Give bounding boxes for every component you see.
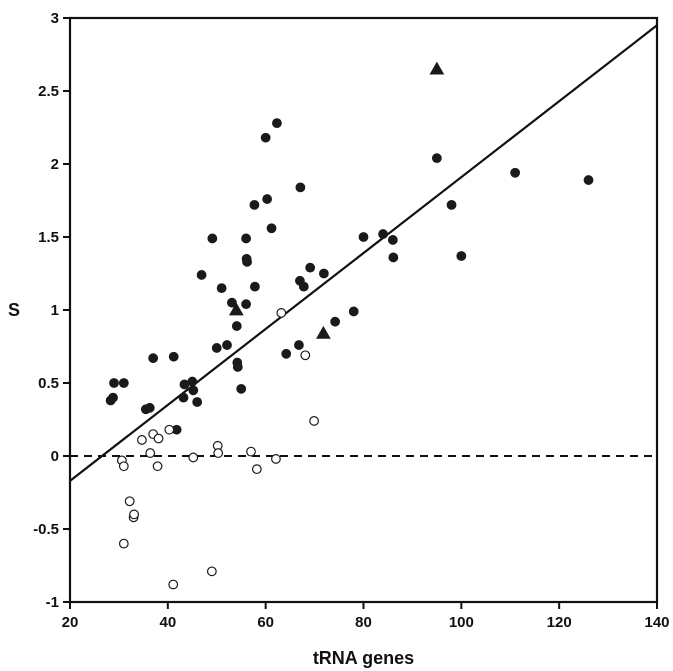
filled-data-point [118, 378, 129, 388]
filled-data-point [583, 175, 594, 185]
x-tick-label: 60 [257, 614, 274, 631]
y-tick-label: 3 [51, 10, 59, 27]
filled-data-point [222, 340, 232, 350]
filled-data-point [456, 251, 467, 261]
filled-data-point [281, 348, 292, 359]
filled-data-point [236, 383, 247, 394]
open-data-point [206, 566, 217, 577]
filled-data-point [148, 353, 159, 364]
filled-data-point [109, 378, 119, 388]
triangle-data-point [316, 325, 331, 339]
filled-data-point [231, 321, 242, 331]
filled-data-point [144, 402, 155, 413]
filled-data-point [188, 385, 199, 396]
filled-data-point [387, 235, 398, 245]
filled-data-point [358, 232, 369, 242]
y-tick-label: -1 [46, 594, 59, 611]
y-tick-label: 1 [51, 302, 59, 319]
triangle-data-point [228, 302, 244, 316]
open-data-point [118, 538, 129, 549]
x-tick-label: 40 [159, 614, 176, 631]
filled-data-point [510, 167, 521, 178]
open-data-point [188, 452, 199, 463]
open-data-point [251, 464, 262, 475]
filled-data-point [294, 340, 304, 350]
open-data-point [153, 433, 164, 444]
filled-data-point [388, 252, 399, 263]
filled-data-point [272, 118, 282, 129]
open-data-point [276, 308, 287, 318]
open-data-point [137, 435, 147, 445]
filled-data-point [216, 283, 227, 294]
x-axis-title: tRNA genes [313, 648, 414, 668]
plot-frame [68, 16, 659, 604]
y-tick-label: 0 [51, 448, 59, 465]
filled-data-point [241, 299, 252, 310]
x-tick-label: 140 [644, 614, 669, 631]
open-data-point [152, 461, 163, 472]
open-data-point [124, 496, 135, 507]
filled-data-point [242, 256, 252, 267]
filled-data-point [168, 351, 179, 362]
open-data-point [164, 424, 175, 435]
filled-data-point [305, 262, 316, 273]
filled-data-point [192, 397, 203, 407]
y-tick-label: -0.5 [33, 521, 59, 538]
filled-data-point [232, 362, 243, 372]
filled-data-point [250, 281, 260, 292]
regression-line [69, 24, 658, 482]
open-data-point [118, 461, 129, 472]
filled-data-point [249, 199, 260, 210]
filled-data-point [260, 132, 271, 143]
filled-data-point [211, 343, 222, 353]
open-data-point [145, 448, 156, 458]
filled-data-point [431, 153, 442, 164]
filled-data-point [187, 376, 198, 387]
filled-data-point [378, 229, 388, 239]
filled-data-point [295, 182, 306, 193]
filled-data-point [108, 392, 118, 403]
open-data-point [309, 416, 319, 426]
open-data-point [300, 350, 311, 361]
y-tick-label: 2.5 [38, 83, 59, 100]
triangle-data-point [429, 61, 445, 75]
open-data-point [246, 446, 256, 457]
open-data-point [129, 509, 139, 520]
y-tick-label: 0.5 [38, 375, 59, 392]
filled-data-point [266, 223, 277, 234]
filled-data-point [207, 233, 218, 244]
open-data-point [271, 454, 281, 464]
y-tick-label: 2 [51, 156, 59, 173]
filled-data-point [446, 199, 457, 210]
x-tick-label: 120 [547, 614, 572, 631]
x-tick-label: 80 [355, 614, 372, 631]
filled-data-point [330, 316, 341, 327]
filled-data-point [318, 268, 329, 279]
x-tick-label: 20 [62, 614, 79, 631]
filled-data-point [196, 270, 207, 280]
filled-data-point [241, 233, 252, 244]
filled-data-point [348, 306, 359, 317]
filled-data-point [262, 194, 273, 204]
y-axis-title: S [8, 300, 20, 320]
open-data-point [213, 448, 224, 458]
filled-data-point [178, 392, 189, 403]
filled-data-point [298, 281, 309, 292]
x-tick-label: 100 [449, 614, 474, 631]
y-tick-label: 1.5 [38, 229, 59, 246]
open-data-point [168, 579, 179, 590]
